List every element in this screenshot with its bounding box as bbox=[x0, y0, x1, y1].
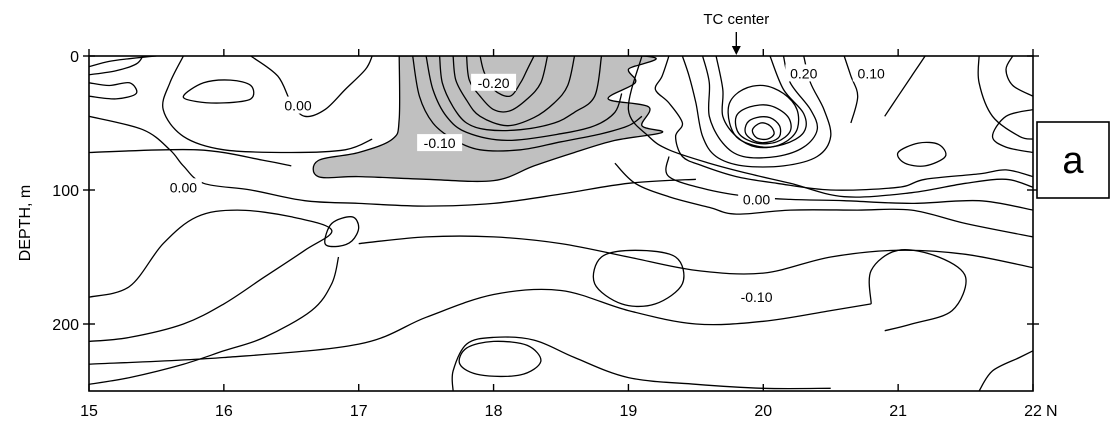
x-axis-unit: N bbox=[1046, 403, 1058, 420]
contour-line bbox=[727, 84, 800, 148]
contour-value-label: -0.10 bbox=[741, 289, 773, 305]
tick-layer: 15 16 17 18 19 20 21 22 N 0 100 200 bbox=[52, 49, 1058, 420]
contour-label-bg bbox=[734, 288, 780, 306]
y-tick-label: 100 bbox=[52, 183, 79, 200]
tc-center-arrow-head bbox=[731, 46, 741, 55]
contour-value-label: -0.10 bbox=[424, 135, 456, 151]
contour-line bbox=[479, 56, 535, 98]
contour-value-label: 0.00 bbox=[284, 98, 311, 114]
y-tick-label: 200 bbox=[52, 317, 79, 334]
contour-label-bg bbox=[417, 134, 463, 152]
contour-label-bg bbox=[852, 64, 890, 82]
contour-line bbox=[991, 108, 1033, 154]
contour-line bbox=[89, 288, 872, 365]
y-axis-title: DEPTH, m bbox=[17, 185, 34, 261]
contour-line bbox=[734, 104, 792, 145]
contour-line bbox=[162, 56, 373, 154]
x-tick-label: 15 bbox=[80, 403, 98, 420]
contour-line bbox=[977, 56, 1033, 140]
x-tick-label: 21 bbox=[889, 403, 907, 420]
contour-value-label: 0.00 bbox=[170, 179, 197, 195]
contour-line bbox=[425, 56, 623, 142]
contour-layer bbox=[89, 56, 1033, 391]
y-tick-label: 0 bbox=[70, 49, 79, 66]
contour-line bbox=[451, 336, 831, 391]
contour-line bbox=[458, 340, 542, 378]
contour-line bbox=[627, 56, 1033, 198]
contour-label-layer: -0.20 -0.10 0.00 0.00 0.00 -0.10 0.20 0.10 bbox=[165, 64, 890, 306]
x-tick-label: 16 bbox=[215, 403, 233, 420]
x-tick-label: 18 bbox=[485, 403, 503, 420]
contour-line bbox=[665, 156, 1033, 211]
contour-line bbox=[1005, 56, 1033, 97]
contour-line bbox=[89, 81, 138, 100]
contour-label-bg bbox=[165, 178, 202, 196]
contour-line bbox=[681, 56, 832, 168]
contour-line bbox=[701, 56, 819, 159]
contour-line bbox=[89, 256, 340, 385]
contour-line bbox=[324, 216, 360, 248]
contour-value-label: -0.20 bbox=[478, 75, 510, 91]
tc-center-label: TC center bbox=[703, 11, 769, 28]
contour-line bbox=[744, 116, 782, 144]
contour-label-bg bbox=[738, 190, 775, 208]
contour-line bbox=[614, 162, 1033, 238]
contour-line bbox=[89, 209, 333, 343]
shaded-contour bbox=[312, 56, 664, 183]
contour-line bbox=[452, 56, 576, 127]
contour-label-bg bbox=[471, 73, 517, 91]
contour-line bbox=[868, 249, 967, 332]
contour-line bbox=[250, 56, 373, 118]
contour-line bbox=[89, 56, 144, 76]
contour-value-label: 0.00 bbox=[743, 191, 770, 207]
x-tick-label: 17 bbox=[350, 403, 368, 420]
panel-label: a bbox=[1062, 140, 1084, 182]
contour-line bbox=[654, 56, 1033, 191]
contour-value-label: 0.20 bbox=[790, 65, 817, 81]
contour-line bbox=[89, 56, 157, 68]
tc-center-annotation: TC center bbox=[703, 11, 769, 55]
plot-frame bbox=[88, 55, 1034, 392]
contour-line bbox=[843, 56, 859, 124]
contour-label-bg bbox=[785, 64, 823, 82]
contour-value-label: 0.10 bbox=[858, 65, 885, 81]
contour-line bbox=[978, 350, 1033, 391]
contour-line bbox=[884, 56, 926, 117]
contour-line bbox=[182, 79, 255, 104]
contour-line bbox=[465, 56, 549, 113]
contour-line bbox=[412, 56, 643, 152]
contour-line bbox=[89, 148, 292, 167]
panel-label-frame bbox=[1036, 121, 1110, 199]
contour-line bbox=[896, 141, 947, 167]
panel-label-box: a bbox=[1036, 121, 1110, 199]
contour-line bbox=[592, 249, 685, 308]
x-tick-label: 19 bbox=[620, 403, 638, 420]
contour-line bbox=[751, 122, 775, 141]
x-tick-label: 22 bbox=[1024, 403, 1042, 420]
contour-label-bg bbox=[279, 96, 317, 114]
x-tick-label: 20 bbox=[754, 403, 772, 420]
contour-line bbox=[438, 56, 603, 132]
